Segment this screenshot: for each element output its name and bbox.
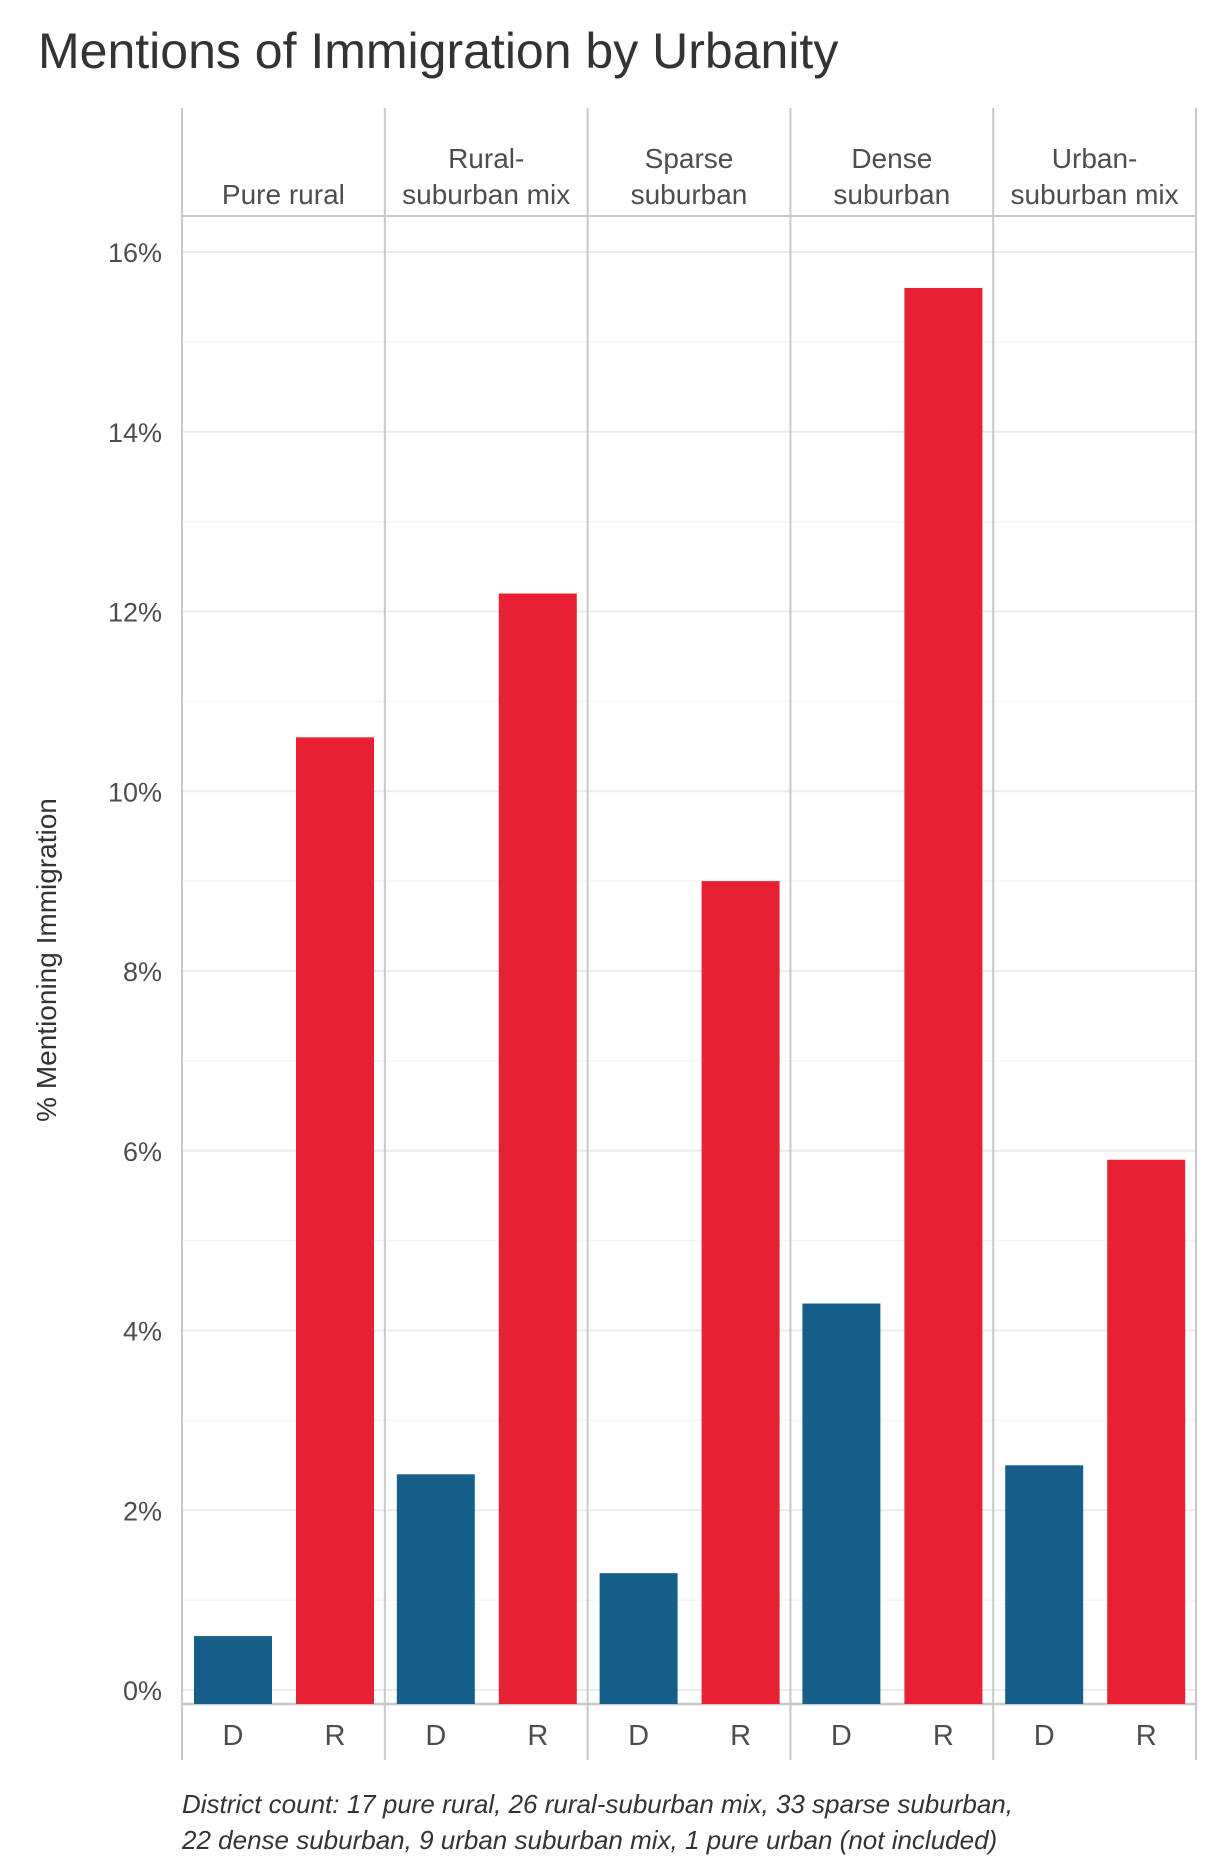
chart-title: Mentions of Immigration by Urbanity (38, 23, 839, 79)
bar-D-5 (1005, 1465, 1084, 1704)
y-tick-label: 2% (123, 1496, 162, 1526)
facet-label-1: Pure rural (222, 179, 345, 210)
bar-R-3 (701, 881, 780, 1704)
x-tick-label-R: R (527, 1720, 548, 1752)
y-tick-label: 12% (108, 598, 162, 628)
x-tick-label-D: D (628, 1720, 649, 1752)
y-tick-label: 14% (108, 418, 162, 448)
y-tick-label: 8% (123, 957, 162, 987)
x-tick-label-D: D (1034, 1720, 1055, 1752)
x-tick-label-R: R (1136, 1720, 1157, 1752)
caption-line-2: 22 dense suburban, 9 urban suburban mix,… (182, 1825, 998, 1855)
bar-D-4 (802, 1303, 881, 1704)
facet-label-5: Urban- (1052, 143, 1138, 174)
chart-caption: District count: 17 pure rural, 26 rural-… (182, 1786, 1013, 1858)
bar-R-4 (904, 287, 983, 1705)
y-tick-label: 0% (123, 1676, 162, 1706)
bar-D-1 (194, 1636, 272, 1704)
y-tick-label: 6% (123, 1137, 162, 1167)
x-tick-label-D: D (223, 1720, 244, 1752)
bar-R-2 (498, 593, 577, 1704)
bar-D-3 (599, 1573, 678, 1704)
facet-label-2: suburban mix (402, 179, 570, 210)
facet-label-3: Sparse (645, 143, 734, 174)
facet-label-5: suburban mix (1011, 179, 1179, 210)
caption-line-1: District count: 17 pure rural, 26 rural-… (182, 1789, 1013, 1819)
bar-R-5 (1107, 1159, 1186, 1704)
x-tick-label-D: D (425, 1720, 446, 1752)
y-tick-label: 10% (108, 777, 162, 807)
facet-label-4: suburban (833, 179, 950, 210)
y-axis-title: % Mentioning Immigration (31, 798, 62, 1122)
x-tick-label-R: R (933, 1720, 954, 1752)
x-tick-label-D: D (831, 1720, 852, 1752)
facet-label-4: Dense (851, 143, 932, 174)
y-tick-label: 16% (108, 238, 162, 268)
y-tick-label: 4% (123, 1317, 162, 1347)
bar-D-2 (396, 1474, 475, 1704)
bar-R-1 (296, 737, 374, 1704)
x-tick-label-R: R (325, 1720, 346, 1752)
x-tick-label-R: R (730, 1720, 751, 1752)
facet-label-3: suburban (631, 179, 748, 210)
facet-label-2: Rural- (448, 143, 524, 174)
